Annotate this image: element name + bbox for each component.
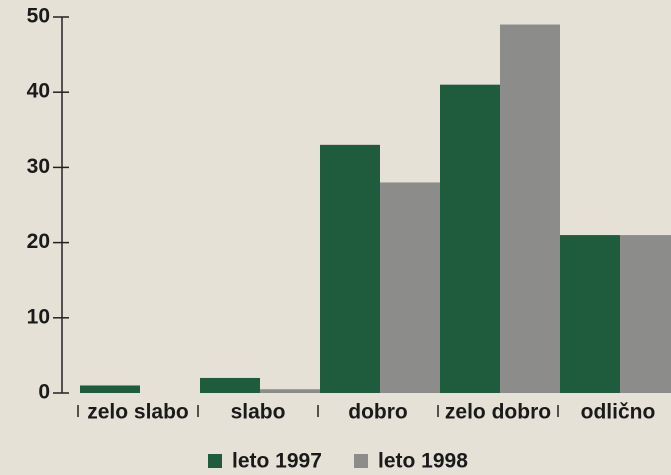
bar bbox=[440, 84, 500, 394]
bar bbox=[380, 182, 440, 393]
bar bbox=[500, 24, 560, 394]
bar bbox=[320, 144, 380, 393]
y-tick-label: 30 bbox=[27, 155, 50, 178]
y-tick-label: 10 bbox=[27, 305, 50, 328]
x-tick-label: zelo slabo bbox=[87, 401, 189, 424]
bar bbox=[260, 389, 320, 393]
bar bbox=[560, 235, 620, 393]
y-tick-label: 40 bbox=[27, 80, 50, 103]
y-tick-label: 20 bbox=[27, 230, 50, 253]
x-tick-label: zelo dobro bbox=[445, 401, 551, 424]
x-tick-label: dobro bbox=[348, 401, 407, 424]
x-tick-label: slabo bbox=[231, 401, 286, 424]
legend-label: leto 1998 bbox=[378, 450, 468, 473]
bar bbox=[200, 377, 260, 393]
legend-swatch bbox=[354, 454, 368, 468]
bar bbox=[620, 235, 671, 393]
x-tick-label: odlično bbox=[581, 401, 656, 424]
y-tick-label: 50 bbox=[27, 5, 50, 28]
legend-swatch bbox=[208, 454, 222, 468]
bar bbox=[80, 385, 140, 393]
y-tick-label: 0 bbox=[38, 381, 50, 404]
legend-label: leto 1997 bbox=[232, 450, 322, 473]
